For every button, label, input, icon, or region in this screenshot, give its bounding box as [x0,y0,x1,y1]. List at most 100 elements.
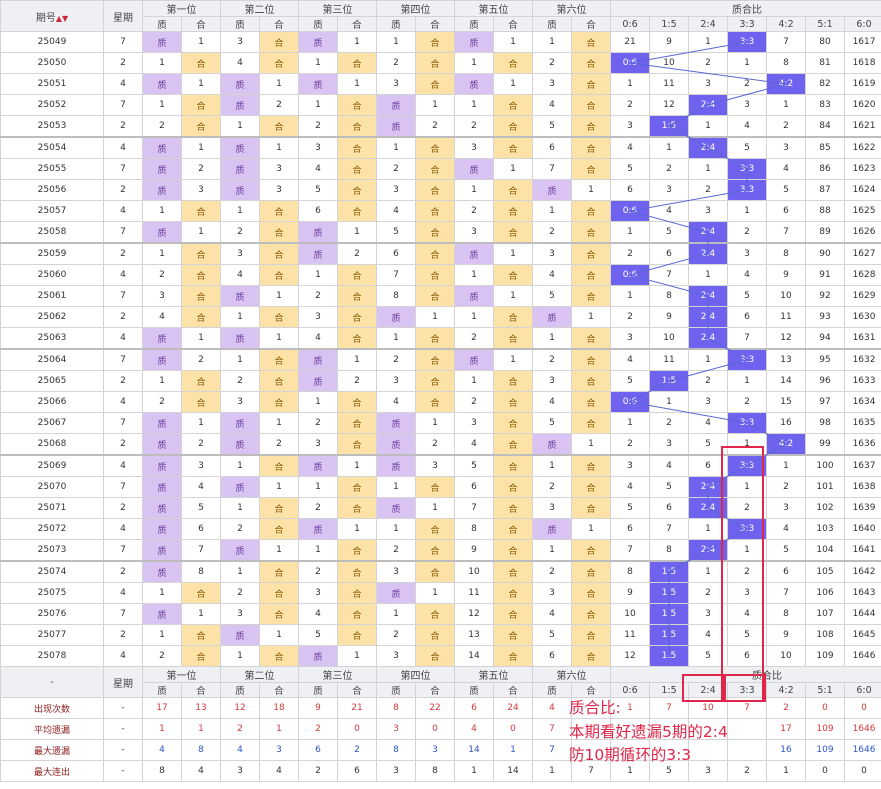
prime-cell: 6 [376,242,416,265]
ratio-miss-cell: 5 [649,476,689,498]
period-cell: 25069 [0,454,104,477]
prime-cell: 3 [454,412,494,434]
composite-cell: 7 [181,539,221,562]
composite-cell: 1 [259,136,299,159]
ratio-miss-cell: 7 [766,31,806,53]
composite-cell: 合 [415,645,455,667]
composite-cell: 合 [415,242,455,265]
period-header[interactable]: 期号▲▼ [0,0,104,32]
ratio-miss-cell: 10 [766,285,806,307]
ratio-miss-cell: 2 [610,94,650,116]
ratio-miss-cell: 2 [688,52,728,74]
prime-cell: 质 [376,582,416,604]
prime-cell: 4 [532,603,572,625]
ratio-miss-cell: 12 [610,645,650,667]
period-cell: 25065 [0,370,104,392]
composite-cell: 1 [259,539,299,562]
prime-cell: 质 [142,221,182,244]
ratio-miss-cell: 1629 [843,285,881,307]
ratio-miss-cell: 7 [649,264,689,286]
ratio-miss-cell: 6 [727,645,767,667]
composite-cell: 4 [181,476,221,498]
composite-cell: 合 [571,327,611,350]
stats-value: 2 [220,718,260,740]
composite-cell: 合 [571,560,611,583]
prime-cell: 6 [454,476,494,498]
prime-cell: 4 [532,94,572,116]
prime-cell: 质 [220,539,260,562]
prime-cell: 2 [376,624,416,646]
prime-cell: 质 [298,454,338,477]
ratio-miss-cell: 1644 [843,603,881,625]
ratio-miss-cell: 3 [688,391,728,413]
stats-value: 5 [649,760,689,782]
stats-value: 1 [493,739,533,761]
composite-cell: 合 [259,115,299,138]
stats-value: 24 [493,697,533,719]
prime-cell: 1 [298,94,338,116]
prime-cell: 3 [220,31,260,53]
prime-cell: 7 [376,264,416,286]
ratio-miss-cell: 104 [805,539,845,562]
ratio-miss-cell: 1624 [843,179,881,201]
ratio-miss-cell: 4 [610,348,650,371]
ratio-miss-cell: 11 [610,624,650,646]
ratio-miss-cell: 1638 [843,476,881,498]
week-cell: 4 [103,645,143,667]
ratio-miss-cell: 12 [649,94,689,116]
period-cell: 25058 [0,221,104,244]
composite-cell: 合 [181,115,221,138]
prime-cell: 质 [376,497,416,519]
composite-cell: 合 [337,327,377,350]
prime-cell: 7 [454,497,494,519]
ratio-miss-cell: 11 [649,73,689,95]
ratio-group-header: 质合比 [609,0,881,17]
ratio-miss-cell: 1620 [843,94,881,116]
week-cell: 2 [103,52,143,74]
ratio-miss-cell: 1 [610,221,650,244]
composite-cell: 合 [181,285,221,307]
prime-cell: 1 [142,52,182,74]
composite-cell: 合 [259,645,299,667]
ratio-hit-cell: 2:4 [688,94,728,116]
prime-cell: 1 [220,645,260,667]
stats-week: - [103,718,143,740]
ratio-header-2-4: 2:4 [688,682,728,698]
stats-value: 0 [843,697,881,719]
stats-value: 14 [493,760,533,782]
composite-cell: 合 [415,624,455,646]
prime-cell: 1 [532,200,572,222]
period-cell: 25064 [0,348,104,371]
prime-cell: 质 [220,136,260,159]
prime-subheader: 质 [454,682,494,698]
composite-cell: 合 [493,624,533,646]
ratio-hit-cell: 3:3 [727,31,767,53]
composite-cell: 2 [337,242,377,265]
stats-value: 0 [337,718,377,740]
ratio-hit-cell: 4:2 [766,433,806,456]
prime-cell: 2 [298,115,338,138]
ratio-miss-cell: 1 [727,539,767,562]
table-row: 25052 7 1 合质 2 1 合质 1 1 合 4 合 2 12 2:4 3 1 83 1620 [0,94,881,116]
ratio-miss-cell: 89 [805,221,845,244]
week-cell: 4 [103,73,143,95]
ratio-miss-cell: 1 [766,94,806,116]
ratio-miss-cell: 10 [766,645,806,667]
stats-value [649,739,689,761]
sort-icon[interactable]: ▲▼ [55,13,69,23]
stats-value: 12 [220,697,260,719]
ratio-miss-cell: 80 [805,31,845,53]
composite-subheader: 合 [493,682,533,698]
prime-subheader: 质 [532,16,572,32]
ratio-header-2-4: 2:4 [688,16,728,32]
composite-cell: 2 [259,433,299,456]
ratio-hit-cell: 1:5 [649,560,689,583]
prime-cell: 9 [454,539,494,562]
composite-cell: 1 [571,306,611,328]
composite-cell: 1 [259,73,299,95]
composite-cell: 合 [415,285,455,307]
stats-value: 0 [493,718,533,740]
prime-subheader: 质 [298,682,338,698]
composite-cell: 合 [337,200,377,222]
composite-cell: 合 [259,348,299,371]
